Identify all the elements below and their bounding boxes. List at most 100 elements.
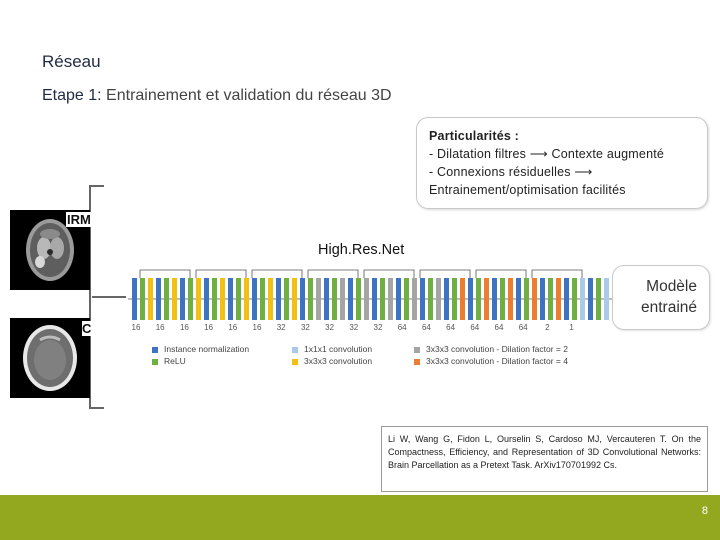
layer-block xyxy=(548,278,553,320)
channel-label: 64 xyxy=(398,323,407,332)
ct-label: C xyxy=(82,321,92,336)
layer-block xyxy=(212,278,217,320)
layer-block xyxy=(140,278,145,320)
layer-block xyxy=(572,278,577,320)
network-diagram: 16 16 16 16 16 16 32 32 32 32 32 64 64 64 64 64 64 2 1 xyxy=(128,269,612,332)
feature-line: - Dilatation filtres ⟶ Contexte augmenté xyxy=(429,147,665,161)
layer-block xyxy=(492,278,497,320)
layer-block xyxy=(516,278,521,320)
layer-block xyxy=(196,278,201,320)
layer-block xyxy=(284,278,289,320)
layer-block xyxy=(380,278,385,320)
residual-connection xyxy=(531,269,583,278)
channel-label: 32 xyxy=(325,323,334,332)
step-prefix: Etape 1: xyxy=(42,87,102,104)
layer-block xyxy=(236,278,241,320)
input-bracket-icon xyxy=(89,185,126,409)
layer-block xyxy=(404,278,409,320)
channel-label: 64 xyxy=(495,323,504,332)
legend-item: Instance normalization xyxy=(152,344,249,354)
layer-block xyxy=(452,278,457,320)
legend-swatch xyxy=(152,358,158,365)
layer-block xyxy=(500,278,505,320)
step-description: Entrainement et validation du réseau 3D xyxy=(101,87,392,104)
channel-label: 16 xyxy=(204,323,213,332)
slide-title: Réseau xyxy=(42,52,101,71)
ct-scan-image xyxy=(10,318,90,398)
channel-label: 32 xyxy=(349,323,358,332)
layer-block xyxy=(220,278,225,320)
layer-block xyxy=(188,278,193,320)
channel-label: 16 xyxy=(156,323,165,332)
legend-swatch xyxy=(292,346,298,353)
residual-connection xyxy=(363,269,415,278)
residual-connection xyxy=(195,269,247,278)
layer-block xyxy=(468,278,473,320)
layer-block xyxy=(316,278,321,320)
layer-block xyxy=(532,278,537,320)
layer-block xyxy=(436,278,441,320)
mri-label: IRM xyxy=(66,212,92,227)
mri-scan-image xyxy=(10,210,90,290)
legend-swatch xyxy=(152,346,158,353)
residual-connection xyxy=(307,269,359,278)
layer-block xyxy=(244,278,249,320)
layer-block xyxy=(172,278,177,320)
layer-block xyxy=(132,278,137,320)
layer-block xyxy=(276,278,281,320)
channel-label: 32 xyxy=(277,323,286,332)
page-number: 8 xyxy=(701,505,708,517)
layer-block xyxy=(588,278,593,320)
layer-block xyxy=(180,278,185,320)
channel-label: 16 xyxy=(228,323,237,332)
channel-label: 64 xyxy=(446,323,455,332)
layer-block xyxy=(420,278,425,320)
features-heading: Particularités : xyxy=(429,129,520,143)
layer-block xyxy=(388,278,393,320)
layer-block xyxy=(292,278,297,320)
layer-block xyxy=(228,278,233,320)
layer-block xyxy=(484,278,489,320)
footer-bar: 8 xyxy=(0,495,720,540)
legend-swatch xyxy=(414,346,420,353)
channel-label: 16 xyxy=(253,323,262,332)
reference-citation: Li W, Wang G, Fidon L, Ourselin S, Cardo… xyxy=(381,426,708,492)
layer-block xyxy=(364,278,369,320)
layer-block xyxy=(540,278,545,320)
legend-swatch xyxy=(292,358,298,365)
feature-line: Entrainement/optimisation facilités xyxy=(429,183,626,197)
layer-block xyxy=(596,278,601,320)
layer-block xyxy=(340,278,345,320)
layer-block xyxy=(412,278,417,320)
layer-block xyxy=(260,278,265,320)
channel-label: 16 xyxy=(180,323,189,332)
layer-block xyxy=(508,278,513,320)
features-box: Particularités : - Dilatation filtres ⟶ … xyxy=(416,117,708,209)
layer-block xyxy=(564,278,569,320)
trained-model-box: Modèle entrainé xyxy=(612,265,710,330)
network-title: High.Res.Net xyxy=(318,242,405,258)
channel-label: 32 xyxy=(374,323,383,332)
residual-connection xyxy=(475,269,527,278)
layer-block xyxy=(308,278,313,320)
layer-block xyxy=(524,278,529,320)
channel-label: 64 xyxy=(519,323,528,332)
residual-connection xyxy=(251,269,303,278)
residual-connection xyxy=(139,269,191,278)
layer-block xyxy=(556,278,561,320)
layer-block xyxy=(324,278,329,320)
legend-item: 3x3x3 convolution - Dilation factor = 2 xyxy=(414,344,568,354)
channel-label: 16 xyxy=(132,323,141,332)
layer-block xyxy=(372,278,377,320)
layer-block xyxy=(580,278,585,320)
layer-block xyxy=(444,278,449,320)
layer-block xyxy=(156,278,161,320)
channel-label: 32 xyxy=(301,323,310,332)
channel-label: 64 xyxy=(422,323,431,332)
step-subtitle: Etape 1: Entrainement et validation du r… xyxy=(42,87,392,105)
channel-label: 2 xyxy=(545,323,550,332)
legend-item: ReLU xyxy=(152,356,186,366)
channel-label: 64 xyxy=(470,323,479,332)
legend-item: 1x1x1 convolution xyxy=(292,344,372,354)
residual-connection xyxy=(419,269,471,278)
